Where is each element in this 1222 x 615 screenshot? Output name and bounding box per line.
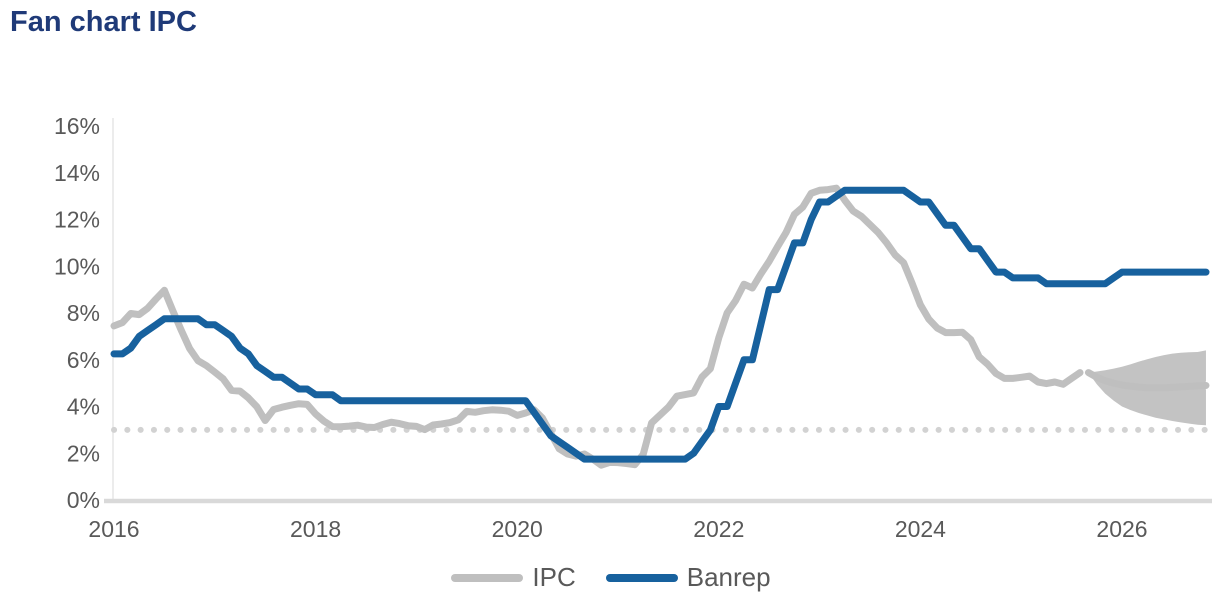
ipc-forecast-center-line [1084,369,1210,392]
x-tick-label: 2022 [693,516,744,542]
x-tick-label: 2020 [492,516,543,542]
legend-label-banrep: Banrep [686,562,771,592]
y-tick-label: 6% [67,347,100,373]
chart-legend: IPC Banrep [0,562,1222,593]
x-tick-label: 2018 [290,516,341,542]
y-tick-label: 12% [54,207,100,233]
y-tick-label: 0% [67,487,100,513]
x-tick-label: 2024 [895,516,946,542]
banrep-line [110,186,1210,463]
y-tick-label: 4% [67,394,100,420]
y-tick-label: 8% [67,300,100,326]
legend-label-ipc: IPC [532,562,576,592]
legend-item-ipc: IPC [451,562,576,593]
y-tick-label: 2% [67,440,100,466]
y-tick-label: 14% [54,160,100,186]
banrep-line-swatch [605,573,678,582]
y-tick-label: 16% [54,113,100,139]
ipc-line-swatch [451,573,524,582]
ipc-line [110,184,1084,469]
fan-notch [1204,378,1218,392]
chart-title: Fan chart IPC [10,6,197,38]
legend-item-banrep: Banrep [605,562,771,593]
y-tick-label: 10% [54,253,100,279]
x-tick-label: 2016 [88,516,139,542]
x-tick-label: 2026 [1096,516,1147,542]
